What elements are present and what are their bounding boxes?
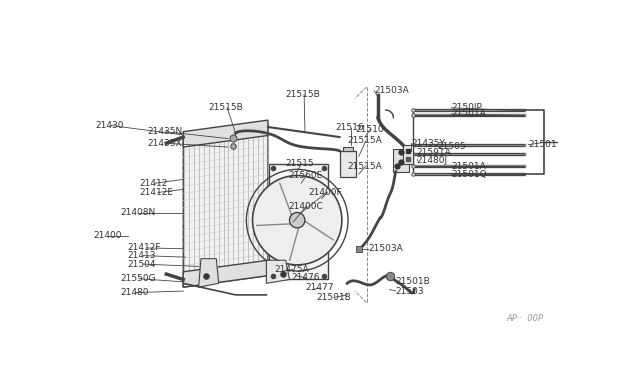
Text: 21504: 21504 [128, 260, 156, 269]
Text: 21412: 21412 [140, 179, 168, 188]
Polygon shape [394, 148, 409, 172]
Text: AP··  00P: AP·· 00P [507, 314, 543, 323]
Text: 21591A: 21591A [417, 148, 451, 157]
Text: 21480J: 21480J [417, 155, 447, 165]
Text: 21400F: 21400F [308, 188, 342, 197]
Text: 21503A: 21503A [374, 86, 409, 95]
Text: 21550G: 21550G [120, 274, 156, 283]
Text: 21515A: 21515A [348, 137, 382, 145]
Text: 21413: 21413 [128, 251, 156, 260]
Text: 21435N: 21435N [147, 127, 182, 136]
Text: 21475A: 21475A [274, 265, 308, 274]
Text: 21435Y: 21435Y [411, 139, 445, 148]
Text: 21503A: 21503A [368, 244, 403, 253]
Text: 21501: 21501 [528, 140, 557, 149]
Text: 21515B: 21515B [209, 103, 243, 112]
Text: 21435X: 21435X [147, 139, 182, 148]
Text: 21505: 21505 [437, 142, 466, 151]
Polygon shape [183, 120, 268, 147]
Text: 21501B: 21501B [316, 293, 351, 302]
Text: 21412F: 21412F [128, 243, 161, 253]
Text: 21480: 21480 [120, 288, 148, 297]
Text: 21510: 21510 [355, 125, 383, 134]
Text: 21501A: 21501A [451, 109, 486, 118]
Circle shape [253, 176, 342, 265]
Text: 21516: 21516 [336, 123, 364, 132]
Text: 21515B: 21515B [285, 90, 321, 99]
Polygon shape [266, 260, 289, 283]
Text: 21560E: 21560E [288, 171, 322, 180]
Circle shape [289, 212, 305, 228]
Text: 21501A: 21501A [451, 162, 486, 171]
Polygon shape [403, 145, 413, 164]
Polygon shape [198, 259, 219, 287]
Polygon shape [269, 164, 328, 279]
Text: 21400: 21400 [93, 231, 122, 240]
Text: 21501Q: 21501Q [451, 170, 487, 179]
Text: 21515: 21515 [285, 160, 314, 169]
Polygon shape [342, 147, 353, 151]
Polygon shape [183, 260, 268, 287]
Text: 21515A: 21515A [348, 162, 382, 171]
Text: 21503: 21503 [396, 286, 424, 295]
Text: 21476: 21476 [291, 273, 319, 282]
Text: 21412E: 21412E [140, 188, 173, 197]
Polygon shape [340, 151, 356, 177]
Text: 21408N: 21408N [120, 208, 156, 217]
Text: 21477: 21477 [305, 283, 333, 292]
Text: 2150lP: 2150lP [451, 103, 482, 112]
Text: 21430: 21430 [95, 121, 124, 130]
Polygon shape [183, 124, 268, 287]
Text: 21501B: 21501B [396, 277, 431, 286]
Text: 21400C: 21400C [288, 202, 323, 211]
